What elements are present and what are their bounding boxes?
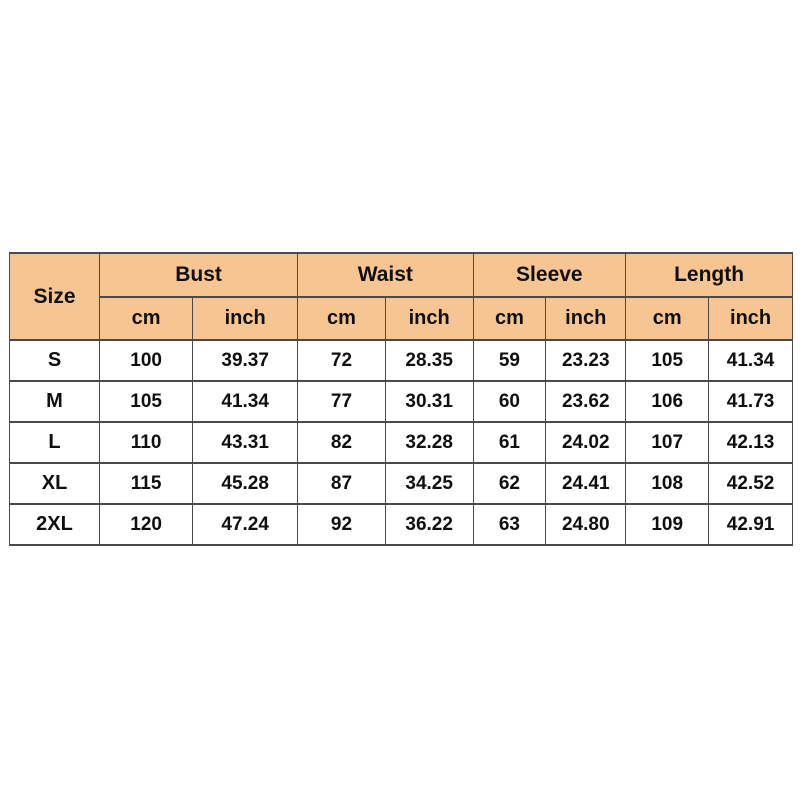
measurement-cell: 30.31	[384, 380, 474, 423]
group-header-waist: Waist	[297, 252, 474, 298]
measurement-cell: 106	[625, 380, 710, 423]
measurement-cell: 45.28	[192, 462, 299, 505]
measurement-cell: 42.52	[708, 462, 793, 505]
measurement-cell: 41.34	[192, 380, 299, 423]
measurement-cell: 32.28	[384, 421, 474, 464]
measurement-cell: 41.34	[708, 339, 793, 382]
measurement-cell: 87	[297, 462, 386, 505]
measurement-cell: 34.25	[384, 462, 474, 505]
header-group-row: Size Bust Waist Sleeve Length	[8, 252, 793, 341]
unit-header-length-inch: inch	[708, 296, 793, 341]
size-label-cell: M	[8, 380, 101, 423]
measurement-cell: 36.22	[384, 503, 474, 546]
measurement-cell: 109	[625, 503, 710, 546]
size-label-cell: XL	[8, 462, 101, 505]
measurement-cell: 39.37	[192, 339, 299, 382]
measurement-cell: 107	[625, 421, 710, 464]
measurement-cell: 61	[472, 421, 547, 464]
measurement-cell: 42.13	[708, 421, 793, 464]
header-unit-row: cm inch cm inch cm inch cm inch	[10, 296, 793, 341]
corner-header-size: Size	[8, 252, 101, 341]
unit-header-sleeve-cm: cm	[472, 296, 547, 341]
measurement-cell: 23.62	[545, 380, 627, 423]
size-table-body: S 100 39.37 72 28.35 59 23.23 105 41.34 M 105 41.34…	[8, 339, 793, 546]
measurement-cell: 120	[99, 503, 194, 546]
unit-header-length-cm: cm	[625, 296, 710, 341]
measurement-cell: 60	[472, 380, 547, 423]
measurement-cell: 23.23	[545, 339, 627, 382]
table-row: XL 115 45.28 87 34.25 62 24.41 108 42.52	[8, 462, 793, 505]
measurement-cell: 42.91	[708, 503, 793, 546]
table-row: L 110 43.31 82 32.28 61 24.02 107 42.13	[8, 421, 793, 464]
measurement-cell: 92	[297, 503, 386, 546]
measurement-cell: 108	[625, 462, 710, 505]
table-row: M 105 41.34 77 30.31 60 23.62 106 41.73	[8, 380, 793, 423]
measurement-cell: 28.35	[384, 339, 474, 382]
measurement-cell: 47.24	[192, 503, 299, 546]
measurement-cell: 82	[297, 421, 386, 464]
measurement-cell: 63	[472, 503, 547, 546]
size-label-cell: 2XL	[8, 503, 101, 546]
measurement-cell: 43.31	[192, 421, 299, 464]
unit-header-bust-cm: cm	[99, 296, 194, 341]
unit-header-bust-inch: inch	[192, 296, 299, 341]
measurement-cell: 24.02	[545, 421, 627, 464]
size-label-cell: L	[8, 421, 101, 464]
size-label-cell: S	[8, 339, 101, 382]
measurement-cell: 110	[99, 421, 194, 464]
measurement-cell: 115	[99, 462, 194, 505]
measurement-cell: 72	[297, 339, 386, 382]
table-row: S 100 39.37 72 28.35 59 23.23 105 41.34	[8, 339, 793, 382]
measurement-cell: 24.80	[545, 503, 627, 546]
table-row: 2XL 120 47.24 92 36.22 63 24.80 109 42.91	[8, 503, 793, 546]
measurement-cell: 41.73	[708, 380, 793, 423]
unit-header-waist-inch: inch	[384, 296, 474, 341]
unit-header-waist-cm: cm	[297, 296, 386, 341]
unit-header-sleeve-inch: inch	[545, 296, 627, 341]
group-header-length: Length	[625, 252, 793, 298]
size-chart-table: Size Bust Waist Sleeve Length cm inch cm…	[8, 252, 793, 546]
measurement-cell: 62	[472, 462, 547, 505]
measurement-cell: 77	[297, 380, 386, 423]
measurement-cell: 24.41	[545, 462, 627, 505]
group-header-bust: Bust	[99, 252, 299, 298]
measurement-cell: 100	[99, 339, 194, 382]
measurement-cell: 59	[472, 339, 547, 382]
measurement-cell: 105	[625, 339, 710, 382]
group-header-sleeve: Sleeve	[472, 252, 627, 298]
measurement-cell: 105	[99, 380, 194, 423]
